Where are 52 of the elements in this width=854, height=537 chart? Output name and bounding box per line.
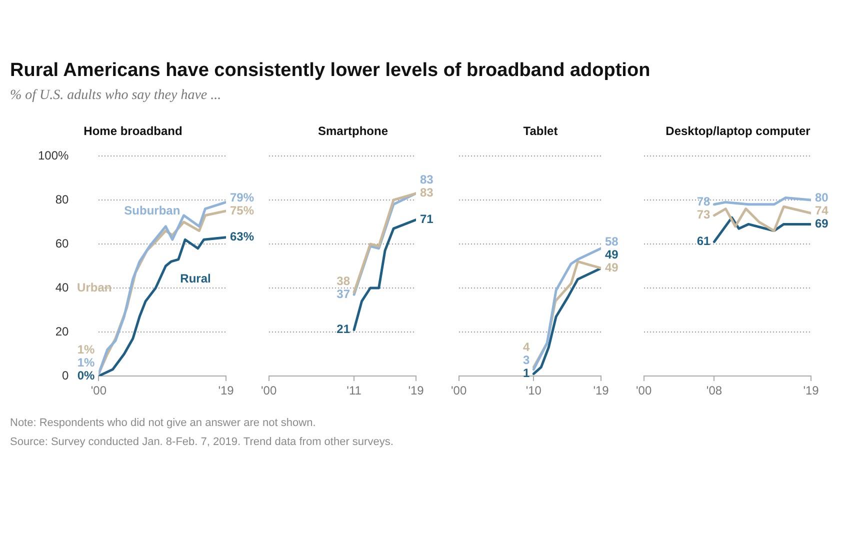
data-label: 58: [605, 234, 619, 249]
chart-title: Home broadband: [82, 123, 184, 140]
x-tick-label: '19: [803, 384, 820, 398]
data-label: 49: [605, 260, 619, 275]
data-label: 63%: [230, 230, 254, 244]
series-label: Urban: [77, 280, 112, 294]
y-tick-label: 60: [55, 236, 70, 250]
x-tick-label: '00: [451, 384, 467, 398]
data-label: 73: [696, 208, 711, 222]
data-label: 71: [420, 212, 434, 226]
data-label: 61: [696, 234, 711, 248]
x-tick-label: '10: [526, 384, 542, 398]
data-label: 78: [696, 194, 711, 209]
data-label: 0%: [77, 368, 96, 382]
chart-title: Desktop/laptop computer: [664, 123, 812, 140]
series-label: Rural: [180, 272, 211, 286]
source-note: Source: Survey conducted Jan. 8-Feb. 7, 2019. Trend data from other surveys.: [10, 435, 394, 450]
text: Rural Americans have consistently lower levels of broadband adoption: [10, 60, 652, 82]
series-label: Suburban: [124, 203, 180, 218]
data-label: 4: [522, 340, 530, 354]
data-label: 37: [336, 286, 350, 301]
y-tick-label: 100%: [38, 148, 70, 162]
y-tick-label: 20: [55, 324, 70, 338]
y-tick-label: 40: [55, 280, 70, 294]
data-label: 1: [522, 366, 530, 380]
data-label: 21: [336, 322, 350, 336]
text: % of U.S. adults who say they have ...: [10, 88, 222, 104]
data-label: 83: [420, 186, 434, 200]
data-label: 80: [815, 190, 829, 205]
x-tick-label: '00: [261, 384, 277, 398]
x-tick-label: '11: [346, 384, 362, 398]
x-tick-label: '19: [593, 384, 610, 398]
data-label: 1%: [77, 355, 96, 370]
data-label: 74: [815, 204, 829, 218]
x-tick-label: '00: [90, 384, 107, 398]
y-tick-label: 0: [62, 368, 70, 382]
data-label: 83: [420, 172, 434, 187]
text: Note: Respondents who did not give an answer are not shown.: [10, 416, 317, 431]
chart-title: Smartphone: [316, 123, 389, 140]
data-label: 79%: [230, 190, 254, 204]
data-label: 49: [605, 248, 619, 262]
data-label: 38: [336, 274, 350, 288]
y-tick-label: 80: [55, 192, 70, 206]
data-label: 69: [815, 216, 829, 231]
x-tick-label: '19: [408, 384, 424, 398]
x-tick-label: '08: [706, 384, 722, 398]
data-label: 75%: [230, 203, 254, 218]
data-label: 3: [522, 353, 530, 368]
data-label: 1%: [77, 342, 96, 356]
x-tick-label: '19: [218, 384, 234, 398]
x-tick-label: '00: [636, 384, 652, 398]
chart-title: Tablet: [522, 123, 559, 140]
